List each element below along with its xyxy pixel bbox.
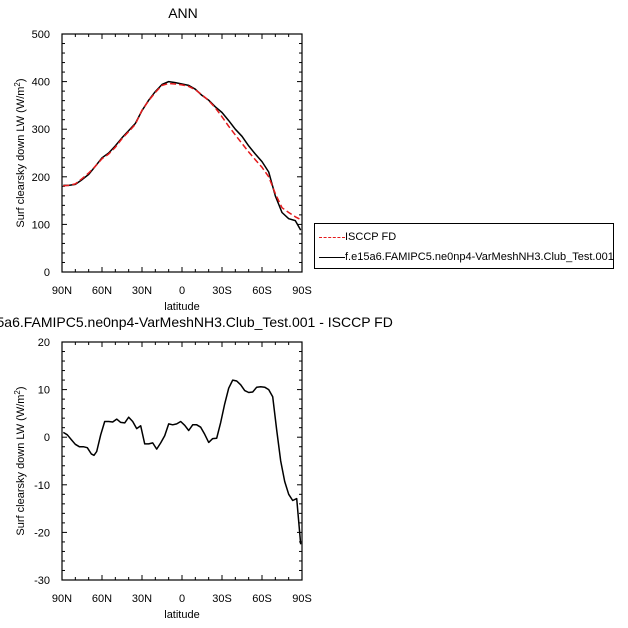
top-panel-frame [61,33,303,273]
top-xtick-label: 30S [212,285,232,297]
bottom-panel-series [62,379,302,545]
top-xtick-label: 60N [92,285,112,297]
bottom-panel: f.e15a6.FAMIPC5.ne0np4-VarMeshNH3.Club_T… [0,314,393,621]
bottom-xtick-label: 30S [212,593,232,605]
bottom-ytick-label: -30 [34,575,50,587]
legend-label-model: f.e15a6.FAMIPC5.ne0np4-VarMeshNH3.Club_T… [345,251,614,263]
bottom-panel-title: f.e15a6.FAMIPC5.ne0np4-VarMeshNH3.Club_T… [0,314,393,330]
bottom-xtick-label: 30N [132,593,152,605]
bottom-panel-frame [61,341,303,581]
top-series-line-0 [63,82,302,221]
legend-swatch-model [319,257,345,258]
bottom-ytick-label: 10 [38,385,50,397]
top-xtick-label: 60S [252,285,272,297]
bottom-ytick-label: 20 [38,337,50,349]
top-panel-series [63,80,302,231]
bottom-xtick-label: 0 [179,593,185,605]
top-ytick-label: 200 [32,172,50,184]
top-panel: ANN 90N 60N 30N 0 30S 60S 90S0100200300400500 … [13,5,312,313]
legend-label-isccp: ISCCP FD [345,231,397,243]
bottom-series-line-0 [62,379,302,545]
bottom-ytick-label: -20 [34,527,50,539]
top-panel-title: ANN [168,5,198,21]
bottom-panel-xlabel: latitude [164,609,199,621]
top-ytick-label: 500 [32,29,50,41]
top-xtick-label: 0 [179,285,185,297]
bottom-xtick-label: 90N [52,593,72,605]
bottom-ytick-label: 0 [44,432,50,444]
top-ytick-label: 0 [44,267,50,279]
legend-swatch-isccp [319,237,345,238]
bottom-xtick-label: 90S [292,593,312,605]
bottom-panel-ylabel: Surf clearsky down LW (W/m2) [13,386,28,535]
bottom-xtick-label: 60N [92,593,112,605]
bottom-ytick-label: -10 [34,480,50,492]
top-panel-ylabel: Surf clearsky down LW (W/m2) [13,78,28,227]
legend-item-model: f.e15a6.FAMIPC5.ne0np4-VarMeshNH3.Club_T… [315,248,614,268]
top-xtick-label: 30N [132,285,152,297]
top-ytick-label: 300 [32,124,50,136]
legend: ISCCP FD f.e15a6.FAMIPC5.ne0np4-VarMeshN… [314,223,614,269]
legend-item-isccp: ISCCP FD [315,228,613,248]
bottom-xtick-label: 60S [252,593,272,605]
top-panel-xlabel: latitude [164,301,199,313]
top-xtick-label: 90N [52,285,72,297]
top-panel-ticks: 90N 60N 30N 0 30S 60S 90S 0 100 200 300 400 500 [32,29,312,297]
top-xtick-label: 90S [292,285,312,297]
top-ytick-label: 400 [32,77,50,89]
top-series-line-1 [63,80,302,231]
bottom-panel-ticks: 90N 60N 30N 0 30S 60S 90S -30 -20 -10 0 10 20 [34,337,312,605]
top-ytick-label: 100 [32,219,50,231]
